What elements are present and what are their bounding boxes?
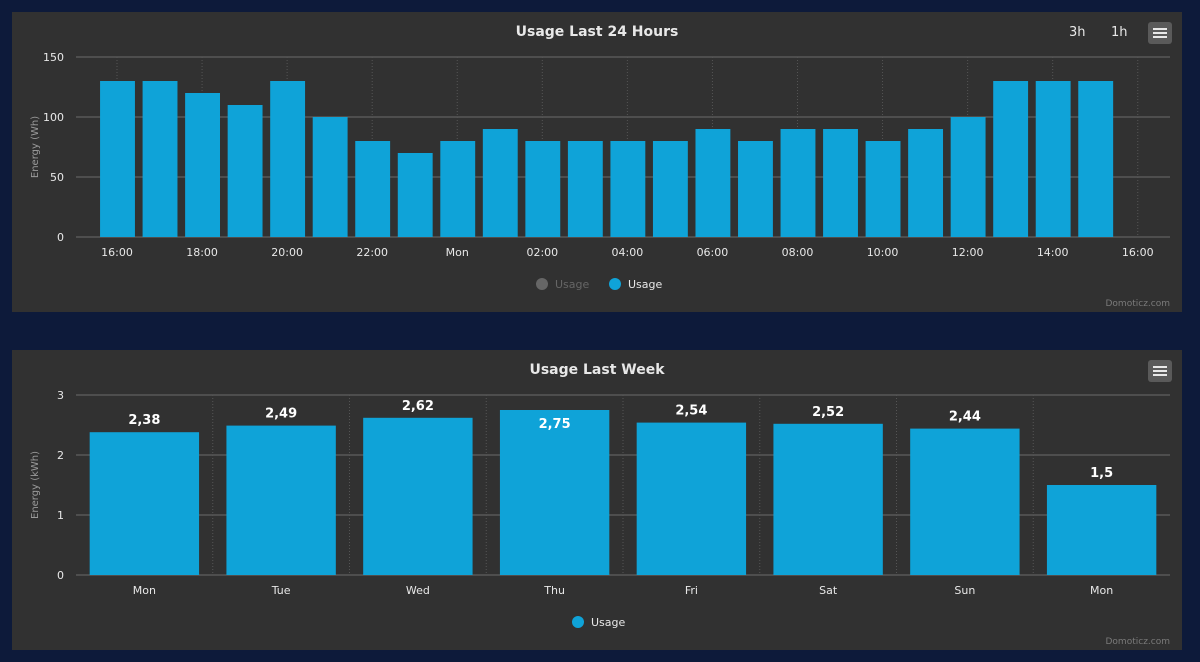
bar-usage [1078, 81, 1114, 237]
y-tick-label: 1 [57, 509, 64, 522]
x-tick-label: 16:00 [1122, 246, 1154, 259]
data-label: 2,49 [265, 407, 297, 422]
data-label: 2,44 [949, 410, 981, 425]
hamburger-line [1153, 32, 1167, 34]
y-tick-label: 0 [57, 231, 64, 244]
y-tick-label: 3 [57, 389, 64, 402]
x-tick-label: Fri [685, 584, 698, 597]
data-label: 2,52 [812, 405, 844, 420]
x-tick-label: 12:00 [952, 246, 984, 259]
x-tick-label: 16:00 [101, 246, 133, 259]
legend-label-usage: Usage [628, 278, 663, 291]
data-label: 1,5 [1090, 466, 1113, 481]
bar-usage [270, 81, 306, 237]
chart-credit[interactable]: Domoticz.com [1105, 299, 1171, 309]
x-tick-label: 10:00 [867, 246, 899, 259]
bar-usage [440, 141, 476, 237]
chart-panel-24h: 0 50 100 150 Energy (Wh) 16:00 18:00 20:00 22:00… [12, 12, 1182, 312]
y-axis-label: Energy (Wh) [30, 116, 41, 178]
hamburger-line [1153, 374, 1167, 376]
chart-title: Usage Last Week [529, 362, 665, 378]
legend-marker-hidden [536, 278, 548, 290]
x-tick-label: Tue [271, 584, 291, 597]
chart-week-svg: 0 1 2 3 Energy (kWh) 2,38 Mon 2,49 Tue 2,62 Wed 2,7… [30, 389, 1170, 629]
chart-panel-week: 0 1 2 3 Energy (kWh) 2,38 Mon 2,49 Tue 2,62 Wed 2,7… [12, 350, 1182, 650]
x-tick-label: 04:00 [612, 246, 644, 259]
bar-usage [397, 153, 433, 237]
x-tick-label: 08:00 [782, 246, 814, 259]
hamburger-line [1153, 370, 1167, 372]
y-tick-label: 100 [43, 111, 64, 124]
bar-usage [695, 129, 731, 237]
bar-usage [482, 129, 518, 237]
x-tick-label: 20:00 [271, 246, 303, 259]
bar-usage [993, 81, 1029, 237]
x-tick-label: 14:00 [1037, 246, 1069, 259]
legend-label-usage: Usage [591, 616, 626, 629]
legend-marker-usage [609, 278, 621, 290]
x-tick-label: Mon [446, 246, 469, 259]
y-tick-label: 2 [57, 449, 64, 462]
y-tick-label: 0 [57, 569, 64, 582]
range-1h-button[interactable]: 1h [1111, 25, 1128, 40]
data-label: 2,62 [402, 399, 434, 414]
bar-usage [652, 141, 688, 237]
x-tick-label: Mon [133, 584, 156, 597]
chart-menu-button[interactable] [1148, 22, 1172, 44]
bar-usage [1035, 81, 1071, 237]
bar-usage [227, 105, 263, 237]
range-3h-button[interactable]: 3h [1069, 25, 1086, 40]
chart-credit[interactable]: Domoticz.com [1105, 637, 1171, 647]
y-tick-label: 50 [50, 171, 64, 184]
bar-usage [908, 129, 944, 237]
bar-usage [312, 117, 348, 237]
legend-marker-usage [572, 616, 584, 628]
bar-usage [610, 141, 646, 237]
y-axis-label: Energy (kWh) [30, 451, 41, 519]
x-tick-label: Sat [819, 584, 838, 597]
bar-usage [525, 141, 561, 237]
bar-usage [738, 141, 773, 237]
bar-usage [636, 422, 747, 575]
bar-usage [89, 432, 200, 575]
chart-24h-svg: 0 50 100 150 Energy (Wh) 16:00 18:00 20:00 22:00… [30, 51, 1170, 291]
bar-usage [773, 423, 883, 575]
x-tick-label: Sun [954, 584, 975, 597]
chart-title: Usage Last 24 Hours [515, 24, 679, 40]
bar-usage [185, 93, 220, 237]
x-tick-label: Mon [1090, 584, 1113, 597]
x-tick-label: 18:00 [186, 246, 218, 259]
bar-usage [780, 129, 816, 237]
data-label: 2,54 [675, 404, 707, 419]
bar-usage [355, 141, 391, 237]
bar-usage [1046, 485, 1157, 575]
bar-usage [363, 417, 473, 575]
hamburger-line [1153, 36, 1167, 38]
bar-usage [950, 117, 986, 237]
hamburger-menu-icon [1153, 366, 1167, 368]
bar-usage [226, 425, 336, 575]
bar-usage [100, 81, 135, 237]
bar-usage [499, 410, 610, 575]
x-tick-label: 22:00 [356, 246, 388, 259]
x-tick-label: Wed [406, 584, 430, 597]
data-label: 2,38 [128, 413, 160, 428]
bar-usage [823, 129, 858, 237]
bar-usage [910, 428, 1020, 575]
chart-menu-button[interactable] [1148, 360, 1172, 382]
legend-label-hidden: Usage [555, 278, 590, 291]
x-tick-label: Thu [543, 584, 565, 597]
data-label: 2,75 [539, 417, 571, 432]
bar-usage [567, 141, 603, 237]
x-tick-label: 06:00 [697, 246, 729, 259]
y-tick-label: 150 [43, 51, 64, 64]
bar-usage [142, 81, 178, 237]
x-tick-label: 02:00 [526, 246, 558, 259]
bar-usage [865, 141, 901, 237]
hamburger-menu-icon [1153, 28, 1167, 30]
